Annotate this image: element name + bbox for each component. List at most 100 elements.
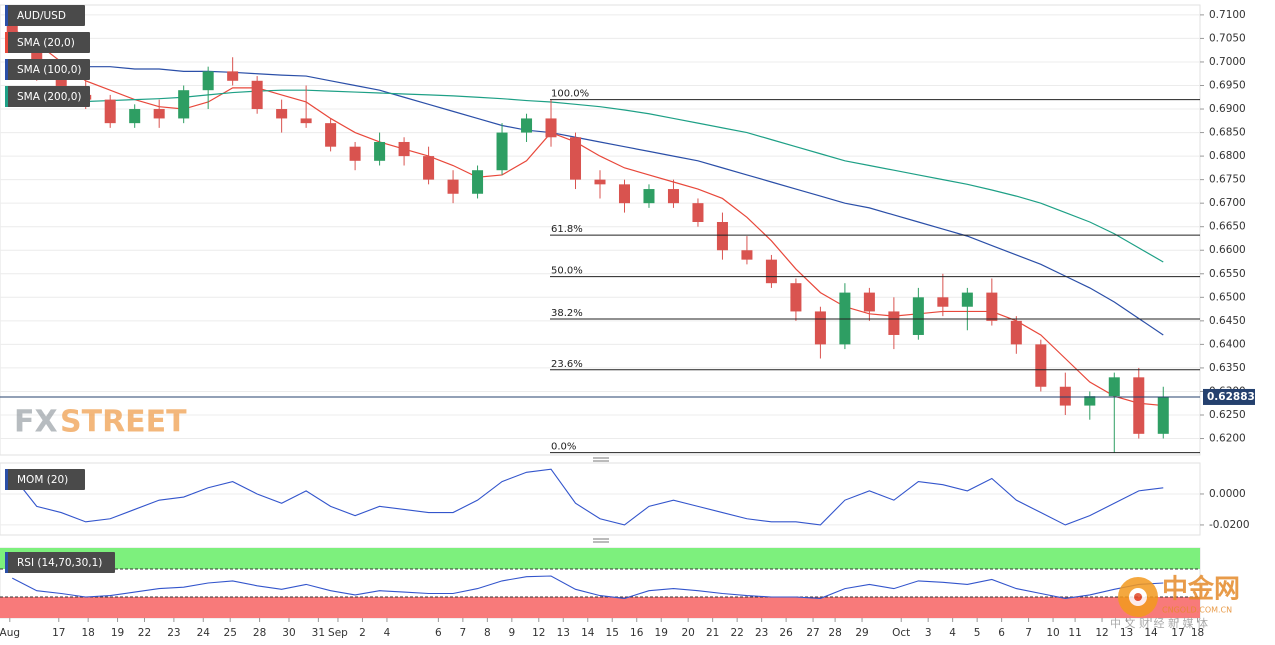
x-tick-label: 2 [359,627,366,639]
panel-title-stripe [5,469,8,490]
x-tick-label: 28 [828,627,841,639]
candle-body [55,76,67,95]
candle-body [276,109,288,119]
candle-body [178,90,190,119]
candle-body [594,179,606,185]
indicator-line [11,575,1164,599]
candle-body [1084,396,1096,406]
x-tick-label: 22 [730,627,743,639]
x-tick-label: 4 [949,627,956,639]
candle-body [472,170,484,194]
y-tick-label: 0.6850 [1209,127,1246,139]
x-tick-label: 7 [1025,627,1032,639]
candle-body [716,221,728,251]
legend-entry-stripe [5,59,8,80]
legend-entry-box [5,59,90,80]
x-tick-label: 18 [1191,627,1204,639]
oversold-zone [0,597,1200,618]
candle-body [325,123,337,147]
watermark-street: STREET [60,405,187,440]
overbought-zone [0,548,1200,569]
candle-body [863,292,875,312]
cn-logo-dot [1134,593,1142,601]
panel-handle [593,457,609,543]
candle-body [1133,377,1145,434]
x-tick-label: 12 [532,627,545,639]
x-tick-label: 15 [606,627,619,639]
y-tick-label: 0.6550 [1209,268,1246,280]
cn-title: 中金网 [1162,574,1240,605]
candle-body [202,71,214,91]
candle-body [765,259,777,284]
candle-body [692,203,704,222]
fib-label: 0.0% [551,442,576,453]
fib-label: 38.2% [551,308,583,319]
panel-title-stripe [5,552,8,573]
y-tick-label: 0.7000 [1209,56,1246,68]
x-tick-label: 13 [557,627,570,639]
x-tick-label: 8 [484,627,491,639]
main-panel [0,4,1201,456]
x-tick-label: 6 [435,627,442,639]
fib-label: 23.6% [551,359,583,370]
x-tick-label: 14 [1144,627,1158,639]
candle-body [790,283,802,312]
legend-entry-box [5,32,90,53]
y-tick-label: 0.7100 [1209,9,1246,21]
x-tick-label: 14 [581,627,595,639]
y-tick-label: 0.6950 [1209,79,1246,91]
y-tick-label: 0.6800 [1209,150,1246,162]
candle-body [374,141,386,161]
x-tick-label: Aug [0,627,20,639]
x-tick-label: 20 [681,627,694,639]
candle-body [496,132,508,171]
candle-body [1059,386,1071,406]
x-tick-label: 21 [706,627,719,639]
candle-body [349,146,361,161]
x-tick-label: 7 [460,627,467,639]
candle-body [447,179,459,194]
legend-entry: SMA (200,0) [17,91,82,103]
x-tick-label: 10 [1046,627,1059,639]
last-price-label: 0.62883 [1207,391,1255,403]
candle-body [814,311,826,345]
panel-title: MOM (20) [17,474,68,486]
watermark-fx: FX [14,405,58,440]
x-tick-label: 24 [197,627,211,639]
y-tick-label: 0.6500 [1209,291,1246,303]
x-tick-label: 5 [974,627,981,639]
chart-title: AUD/USD [17,10,66,22]
x-tick-label: 26 [779,627,793,639]
candle-body [961,292,973,307]
fib-label: 61.8% [551,224,583,235]
last-price-box [1203,388,1255,405]
fib-label: 100.0% [551,89,589,100]
candle-body [1157,396,1169,434]
chart-title-stripe [5,5,8,26]
x-tick-label: 29 [855,627,868,639]
y-tick-label: 0.6650 [1209,221,1246,233]
x-tick-label: 17 [52,627,65,639]
x-tick-label: 22 [138,627,151,639]
legend-entry: SMA (100,0) [17,64,82,76]
candle-body [227,71,239,81]
y-tick-label: 0.6200 [1209,433,1246,445]
panel-title-box [5,552,115,573]
x-tick-label: 19 [111,627,124,639]
candle-body [129,109,141,124]
candle-body [300,118,312,124]
candle-body [398,141,410,157]
candle-body [937,297,949,307]
legend-entry-stripe [5,86,8,107]
indicator-line [11,468,1164,526]
x-tick-label: 12 [1095,627,1108,639]
x-tick-label: 19 [655,627,668,639]
x-tick-label: 28 [253,627,266,639]
mom-panel [0,462,1201,536]
candle-body [667,189,679,204]
fib-label: 50.0% [551,266,583,277]
sma-line [11,28,1164,407]
x-tick-label: 3 [925,627,932,639]
candle-body [104,99,116,124]
